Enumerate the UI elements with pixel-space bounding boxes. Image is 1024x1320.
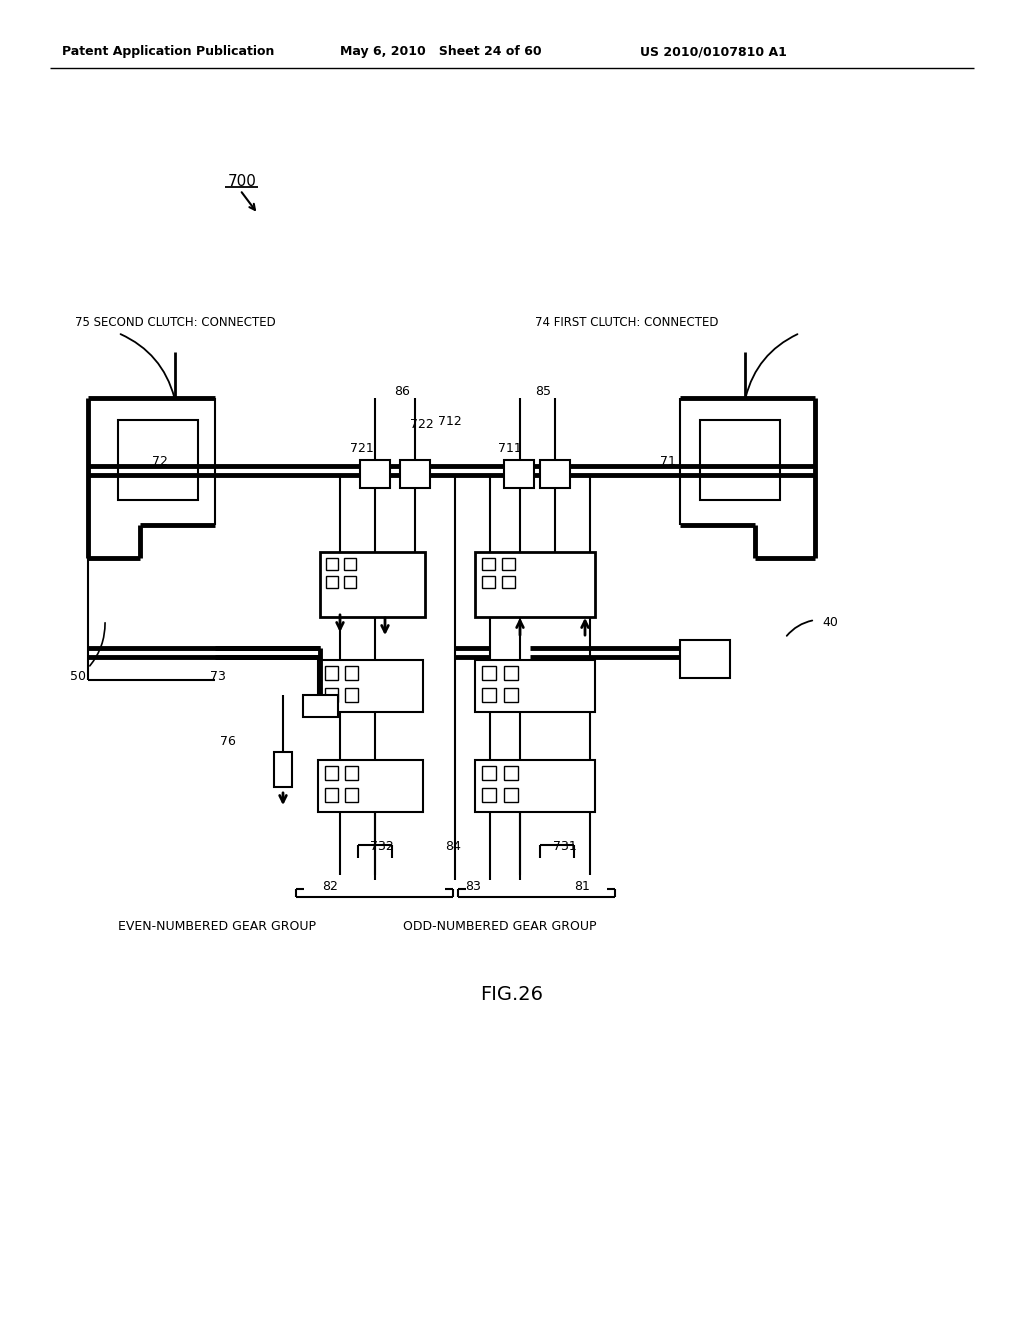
Text: US 2010/0107810 A1: US 2010/0107810 A1 [640, 45, 786, 58]
Bar [540, 459, 570, 488]
Bar [303, 696, 338, 717]
Bar [325, 766, 338, 780]
Text: 722: 722 [410, 418, 434, 432]
Bar [325, 667, 338, 680]
Text: 71: 71 [660, 455, 676, 469]
Bar [482, 688, 496, 702]
Text: 732: 732 [370, 840, 394, 853]
Bar [504, 459, 534, 488]
Text: 75 SECOND CLUTCH: CONNECTED: 75 SECOND CLUTCH: CONNECTED [75, 315, 275, 329]
Bar [482, 788, 496, 803]
Text: 83: 83 [465, 880, 481, 894]
Bar [345, 667, 358, 680]
Bar [482, 558, 495, 570]
Text: 711: 711 [498, 442, 522, 455]
Text: 85: 85 [535, 385, 551, 399]
Bar [360, 459, 390, 488]
Bar [680, 640, 730, 678]
Bar [504, 688, 518, 702]
Bar [345, 766, 358, 780]
Text: 50: 50 [70, 671, 86, 682]
Bar [326, 558, 338, 570]
Text: 82: 82 [323, 880, 338, 894]
Text: 81: 81 [574, 880, 590, 894]
Bar [482, 667, 496, 680]
Bar [502, 576, 515, 587]
Bar [325, 788, 338, 803]
Text: 721: 721 [350, 442, 374, 455]
Bar [475, 660, 595, 711]
Bar [318, 660, 423, 711]
Text: May 6, 2010   Sheet 24 of 60: May 6, 2010 Sheet 24 of 60 [340, 45, 542, 58]
Bar [345, 788, 358, 803]
Bar [318, 760, 423, 812]
Bar [326, 576, 338, 587]
Bar [482, 576, 495, 587]
Bar [319, 552, 425, 616]
Text: 40: 40 [822, 615, 838, 628]
Bar [274, 752, 292, 787]
Bar [118, 420, 198, 500]
Text: 731: 731 [553, 840, 577, 853]
Text: 72: 72 [152, 455, 168, 469]
Text: EVEN-NUMBERED GEAR GROUP: EVEN-NUMBERED GEAR GROUP [118, 920, 316, 933]
Bar [502, 558, 515, 570]
Bar [325, 688, 338, 702]
Bar [400, 459, 430, 488]
Text: 73: 73 [210, 671, 226, 682]
Bar [504, 667, 518, 680]
Bar [344, 576, 356, 587]
Bar [345, 688, 358, 702]
Text: 74 FIRST CLUTCH: CONNECTED: 74 FIRST CLUTCH: CONNECTED [535, 315, 719, 329]
Text: ODD-NUMBERED GEAR GROUP: ODD-NUMBERED GEAR GROUP [403, 920, 597, 933]
Bar [344, 558, 356, 570]
Text: 84: 84 [445, 840, 461, 853]
Text: Patent Application Publication: Patent Application Publication [62, 45, 274, 58]
Bar [475, 760, 595, 812]
Text: 700: 700 [228, 174, 257, 189]
Bar [504, 788, 518, 803]
Text: 86: 86 [394, 385, 410, 399]
Bar [475, 552, 595, 616]
Bar [482, 766, 496, 780]
Bar [700, 420, 780, 500]
Text: 76: 76 [220, 735, 236, 748]
Text: FIG.26: FIG.26 [480, 985, 544, 1005]
Text: 712: 712 [438, 414, 462, 428]
Bar [504, 766, 518, 780]
